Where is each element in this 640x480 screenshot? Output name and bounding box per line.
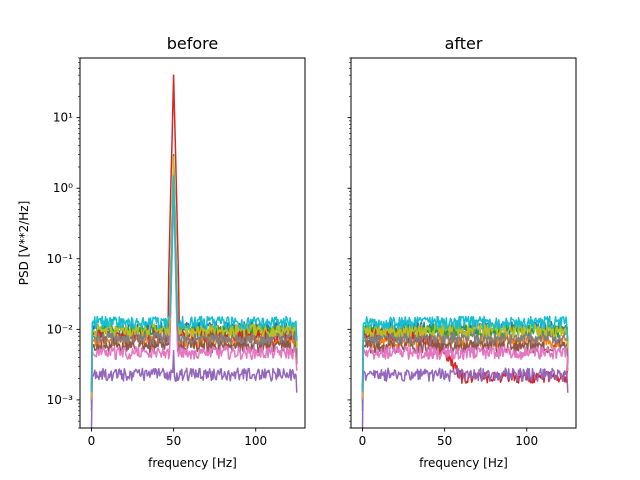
series-line <box>361 367 569 429</box>
x-ticks-before: 0 50 100 <box>88 428 267 448</box>
y-ticks-before: 10⁻³ 10⁻² 10⁻¹ 10⁰ 10¹ <box>47 57 80 429</box>
plot-frame-before <box>79 57 306 429</box>
chart-title-after: after <box>445 34 483 53</box>
x-tick-label: 100 <box>244 434 267 448</box>
x-axis-label-before: frequency [Hz] <box>148 456 237 470</box>
series-line <box>361 330 569 395</box>
y-tick-label: 10⁻² <box>47 322 74 336</box>
plot-frame-after <box>350 57 577 429</box>
y-tick-label: 10⁻³ <box>47 393 74 407</box>
x-tick-label: 0 <box>88 434 96 448</box>
x-axis-label-after: frequency [Hz] <box>419 456 508 470</box>
y-tick-label: 10¹ <box>53 111 73 125</box>
x-tick-label: 0 <box>359 434 367 448</box>
series-line <box>90 349 298 429</box>
y-axis-label: PSD [V**2/Hz] <box>17 201 31 285</box>
series-line <box>90 160 298 395</box>
panel-before: 10⁻³ 10⁻² 10⁻¹ 10⁰ 10¹ 0 50 100 before frequen… <box>17 34 306 470</box>
series-line <box>90 175 298 392</box>
panel-after: 0 50 100 after frequency [Hz] <box>347 34 577 470</box>
series-line <box>361 345 569 400</box>
series-line <box>90 155 298 398</box>
y-tick-label: 10⁻¹ <box>47 252 74 266</box>
x-ticks-after: 0 50 100 <box>359 428 538 448</box>
series-lines-after <box>361 315 569 429</box>
chart-title-before: before <box>167 34 219 53</box>
series-line <box>90 190 298 400</box>
x-tick-label: 50 <box>166 434 181 448</box>
y-tick-label: 10⁰ <box>53 181 73 195</box>
series-line <box>361 315 569 392</box>
series-lines-before <box>90 74 298 429</box>
x-tick-label: 100 <box>515 434 538 448</box>
x-tick-label: 50 <box>437 434 452 448</box>
